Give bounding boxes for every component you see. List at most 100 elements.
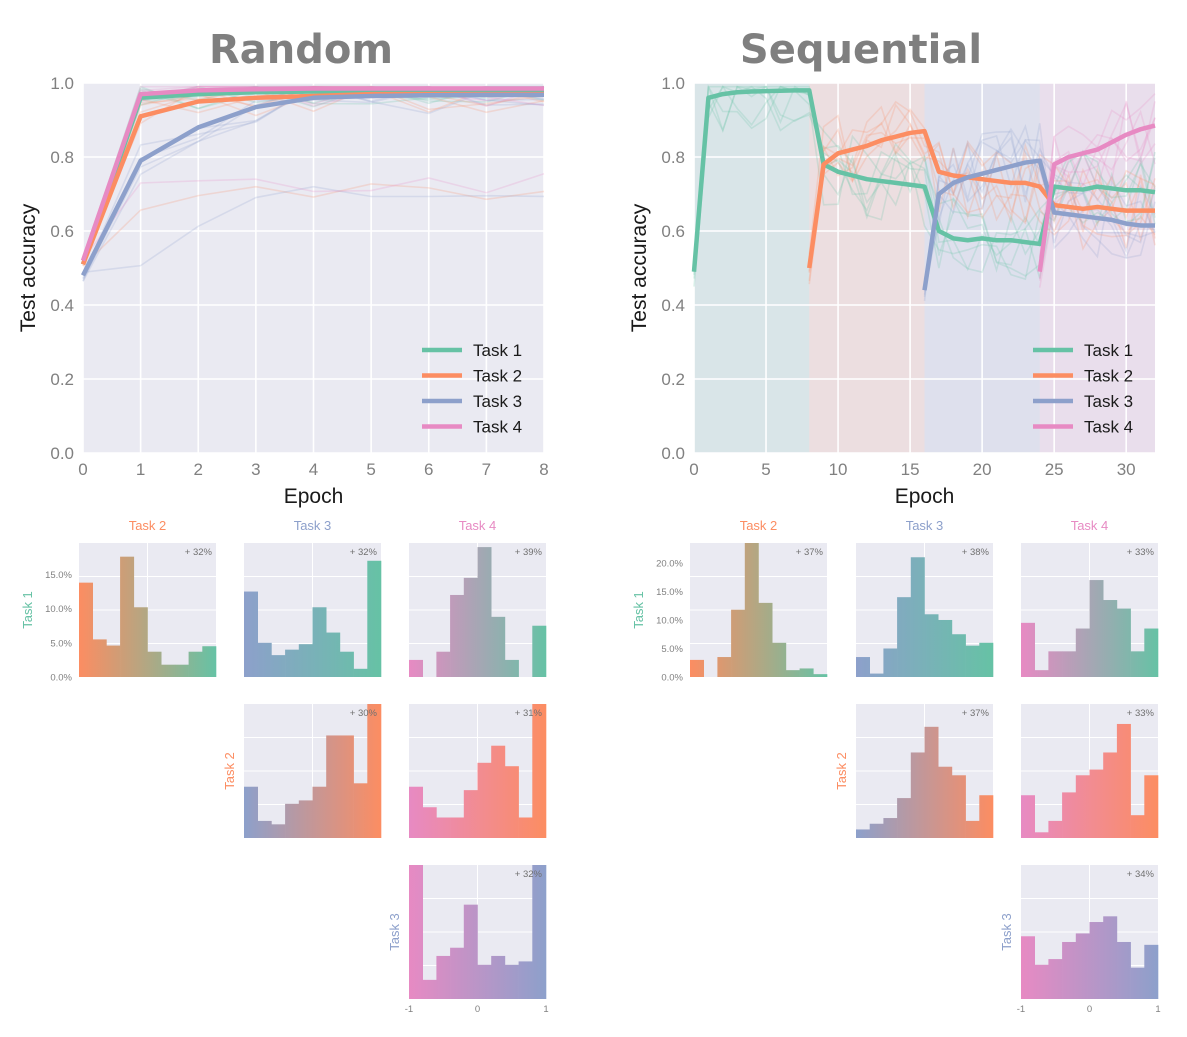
series-line-task-3 [922, 158, 1155, 291]
hist-bar [106, 645, 121, 677]
hist-bar [450, 817, 465, 838]
run-line-task-4 [1038, 109, 1156, 280]
x-tick-label: 8 [539, 460, 548, 479]
series-line-task-4 [80, 86, 544, 262]
x-tick-label: 1 [136, 460, 145, 479]
hist-cell: + 37% Task 1 0.0% 5.0% 10.0% 15.0% 20.0% [631, 543, 828, 684]
hist-bar [869, 823, 884, 838]
hist-bar [504, 659, 519, 677]
hist-bar [409, 659, 423, 677]
run-line-task-2 [808, 114, 1156, 255]
y-axis-label: Test accuracy [628, 203, 651, 332]
hist-bar [772, 642, 787, 677]
hist-bar [856, 657, 870, 677]
hist-bar [883, 818, 898, 838]
x-tick-label: 3 [251, 460, 260, 479]
hist-bar [491, 745, 506, 838]
hist-bar [1048, 820, 1063, 838]
hist-bar [731, 609, 746, 677]
hist-bar [133, 607, 148, 677]
random-histogram-matrix: Task 2 Task 3 Task 4 + 32% Task 1 0.0% 5.0% 10.… [20, 518, 549, 1015]
hist-bar [532, 865, 547, 999]
hist-bar [1048, 959, 1063, 999]
hist-y-tick-label: 15.0% [656, 587, 683, 598]
random-line-chart: 0.0 0.2 0.4 0.6 0.8 1.0 0 1 2 3 4 5 6 7 8 Epoch Test acc… [17, 74, 549, 508]
hist-bar [298, 644, 313, 677]
hist-bar [477, 762, 492, 838]
run-line-task-3 [923, 136, 1156, 295]
hist-bar [409, 865, 423, 999]
y-tick-label: 0.8 [661, 148, 685, 167]
legend-label-task-1: Task 1 [1084, 341, 1133, 360]
hist-bar [436, 955, 451, 999]
hist-pct-label: + 32% [515, 869, 543, 880]
hist-bar [436, 651, 451, 677]
row-label-task-3: Task 3 [387, 913, 402, 951]
run-line-task-2 [808, 131, 1156, 273]
hist-bar [339, 735, 354, 838]
hist-pct-label: + 33% [1127, 547, 1155, 558]
hist-pct-label: + 37% [962, 708, 990, 719]
hist-pct-label: + 34% [1127, 869, 1155, 880]
hist-bar [174, 664, 189, 677]
y-tick-label: 0.0 [661, 444, 685, 463]
hist-bar [491, 955, 506, 999]
x-axis-label: Epoch [895, 485, 955, 508]
row-label-task-2: Task 2 [834, 752, 849, 790]
hist-y-tick-label: 0.0% [661, 673, 683, 684]
hist-bar [244, 591, 258, 677]
hist-bar [409, 786, 423, 838]
hist-bar [422, 979, 437, 999]
col-title-task-3: Task 3 [294, 518, 332, 533]
hist-bar [690, 659, 704, 677]
hist-bar [1130, 815, 1145, 838]
hist-bar [312, 786, 327, 838]
hist-bar [1089, 922, 1104, 999]
hist-bar [1089, 769, 1104, 838]
hist-bar [1075, 933, 1090, 999]
run-line-task-3 [923, 127, 1156, 286]
hist-bar [910, 557, 925, 677]
hist-bar [1062, 792, 1077, 838]
hist-cell: + 33% [1021, 704, 1159, 838]
x-tick-label: 15 [901, 460, 920, 479]
hist-bar [965, 645, 980, 677]
hist-bar [1062, 651, 1077, 677]
hist-cell: + 32% Task 1 0.0% 5.0% 10.0% 15.0% [20, 543, 217, 684]
hist-y-tick-label: 5.0% [50, 638, 72, 649]
hist-bar [938, 619, 953, 677]
x-tick-label: 0 [689, 460, 698, 479]
series-line-task-4 [1037, 123, 1156, 272]
hist-bar [477, 964, 492, 999]
sequential-title: Sequential [740, 27, 982, 73]
hist-cell: + 32% [244, 543, 382, 677]
x-tick-label: 30 [1117, 460, 1136, 479]
hist-pct-label: + 33% [1127, 708, 1155, 719]
hist-bar [924, 726, 939, 838]
hist-x-tick-label: -1 [405, 1004, 413, 1015]
hist-bar [491, 616, 506, 677]
col-title-task-2: Task 2 [129, 518, 167, 533]
hist-bar [450, 594, 465, 677]
hist-bar [1116, 608, 1131, 677]
x-tick-label: 6 [424, 460, 433, 479]
hist-cell: + 34% Task 3 -1 0 1 [999, 865, 1161, 1015]
hist-cell: + 39% [409, 543, 547, 677]
hist-cell: + 30% Task 2 [222, 704, 382, 838]
hist-bar [477, 547, 492, 677]
hist-y-tick-label: 0.0% [50, 673, 72, 684]
hist-cell: + 38% [856, 543, 994, 677]
x-tick-label: 4 [309, 460, 318, 479]
series-line-task-3 [80, 92, 544, 277]
hist-bar [1130, 651, 1145, 677]
hist-bar [518, 817, 533, 838]
run-line-task-2 [808, 105, 1156, 260]
hist-cell: + 33% [1021, 543, 1159, 677]
hist-bar [1103, 916, 1118, 999]
run-line-task-3 [82, 185, 545, 274]
legend-label-task-3: Task 3 [473, 392, 522, 411]
row-label-task-3: Task 3 [999, 913, 1014, 951]
hist-x-tick-label: -1 [1017, 1004, 1025, 1015]
hist-bar [244, 786, 258, 838]
legend-label-task-4: Task 4 [473, 418, 522, 437]
